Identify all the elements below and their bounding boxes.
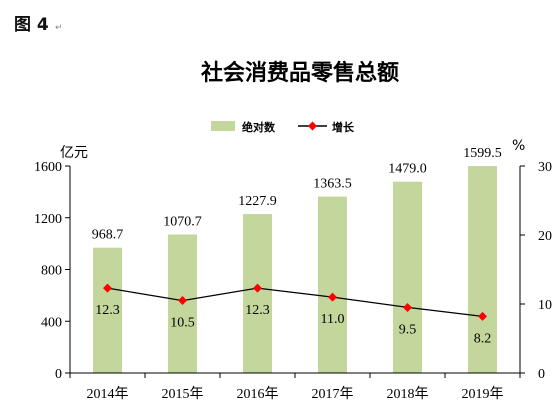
plot-area: 0 400 800 1200 1600 0 10 20 30 2014年 2015年 2016年 201… [34, 146, 552, 402]
right-tick-label: 20 [538, 229, 552, 244]
chart-title: 社会消费品零售总额 [201, 60, 399, 86]
bar [468, 166, 497, 373]
line-point [478, 311, 487, 321]
line-value-label: 10.5 [170, 316, 195, 331]
growth-line [107, 287, 483, 318]
bar-value-label: 1227.9 [238, 194, 277, 209]
line-value-label: 9.5 [399, 322, 417, 337]
legend-label-line: 增长 [332, 120, 355, 134]
right-tick-label: 30 [538, 160, 552, 175]
line-point [403, 302, 412, 312]
bar-value-label: 1479.0 [388, 162, 427, 177]
line-point [103, 283, 112, 293]
right-tick-label: 10 [538, 298, 552, 313]
x-tick-label: 2016年 [237, 386, 279, 402]
left-tick-label: 1200 [34, 212, 62, 227]
right-axis-unit: % [512, 138, 525, 154]
left-tick-label: 0 [55, 367, 62, 382]
bar-value-label: 1599.5 [463, 146, 502, 161]
left-tick-label: 1600 [34, 160, 62, 175]
x-tick-label: 2018年 [387, 386, 429, 402]
paragraph-mark-icon: ↵ [55, 23, 63, 33]
right-tick-label: 0 [538, 367, 545, 382]
line-point [253, 283, 262, 293]
bar [393, 181, 422, 373]
line-value-label: 12.3 [95, 303, 120, 318]
left-tick-label: 800 [41, 264, 62, 279]
line-value-label: 11.0 [321, 312, 345, 327]
bar-value-label: 1070.7 [163, 214, 202, 229]
line-point [328, 292, 337, 302]
x-tick-label: 2017年 [312, 386, 354, 402]
bar [318, 196, 347, 373]
line-point [178, 296, 187, 306]
left-axis-unit: 亿元 [60, 145, 88, 161]
left-tick-label: 400 [41, 315, 62, 330]
legend-marker-icon [308, 121, 317, 131]
line-value-label: 12.3 [245, 303, 270, 318]
x-tick-label: 2014年 [87, 386, 129, 402]
x-tick-label: 2015年 [162, 386, 204, 402]
x-tick-label: 2019年 [462, 386, 504, 402]
line-value-label: 8.2 [474, 331, 492, 346]
chart-legend: 绝对数 增长 [211, 120, 355, 134]
bar [93, 247, 122, 373]
legend-label-bar: 绝对数 [242, 120, 276, 134]
bar-value-label: 1363.5 [313, 177, 352, 192]
bar-value-label: 968.7 [92, 228, 124, 243]
legend-swatch-bar [211, 121, 235, 131]
figure-label: 图 4 [14, 15, 49, 35]
bar [243, 214, 272, 373]
